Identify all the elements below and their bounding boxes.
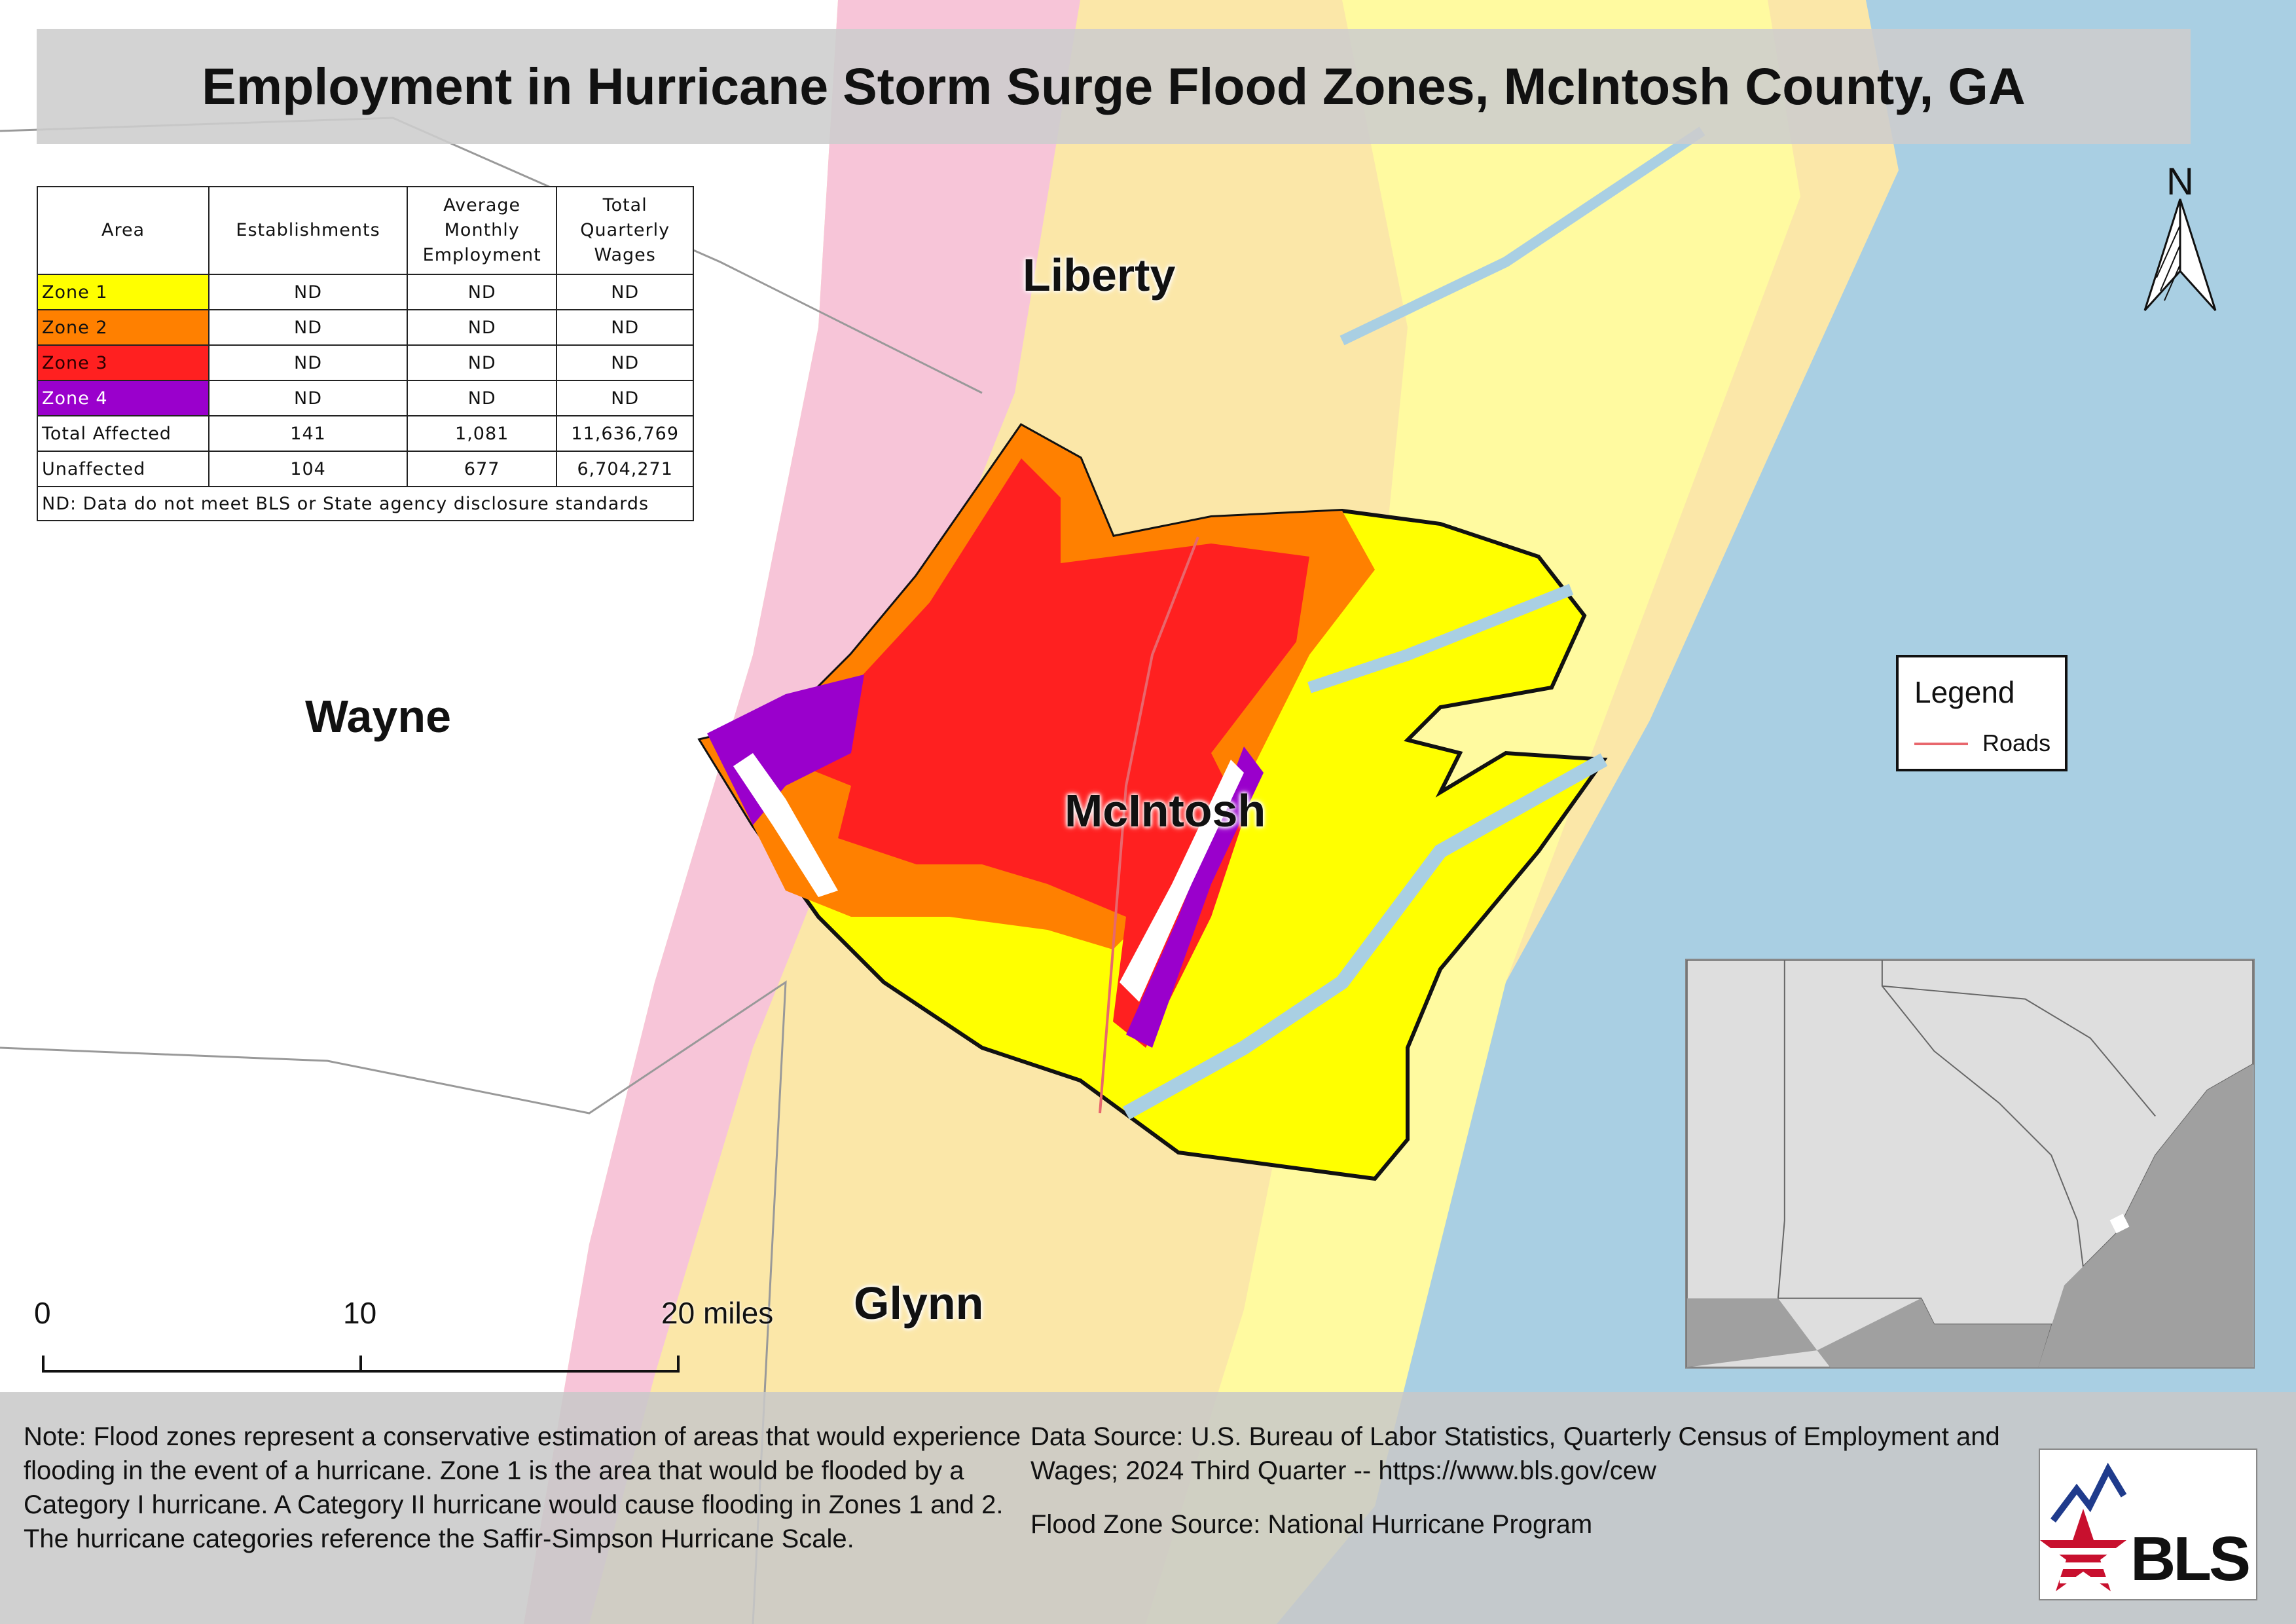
- data-source: Data Source: U.S. Bureau of Labor Statis…: [1030, 1422, 2000, 1485]
- area-cell: Zone 4: [36, 380, 210, 416]
- county-label-liberty: Liberty: [1023, 249, 1176, 301]
- road: [1099, 536, 1199, 1114]
- establishments-cell: ND: [208, 309, 408, 346]
- employment-cell: ND: [406, 309, 558, 346]
- employment-cell: ND: [406, 274, 558, 310]
- area-cell: Zone 3: [36, 344, 210, 381]
- flood-zone-source: Flood Zone Source: National Hurricane Pr…: [1030, 1510, 1593, 1539]
- map-title: Employment in Hurricane Storm Surge Floo…: [202, 57, 2026, 115]
- locator-inset-map: [1685, 959, 2255, 1369]
- table-row-zone4: Zone 4 ND ND ND: [36, 380, 694, 416]
- table-header-row: Area Establishments Average Monthly Empl…: [36, 186, 694, 275]
- scale-bar: [42, 1356, 680, 1373]
- north-arrow-icon: [2143, 198, 2217, 312]
- header-area: Area: [36, 186, 210, 275]
- header-wages: Total Quarterly Wages: [556, 186, 694, 275]
- methodology-note: Note: Flood zones represent a conservati…: [24, 1422, 1021, 1553]
- wages-cell: 11,636,769: [556, 415, 694, 452]
- employment-cell: ND: [406, 344, 558, 381]
- area-cell: Unaffected: [36, 451, 210, 487]
- footer-panel: [0, 1392, 2296, 1624]
- county-label-wayne: Wayne: [305, 691, 452, 742]
- table-row-unaffected: Unaffected 104 677 6,704,271: [36, 451, 694, 487]
- area-cell: Zone 1: [36, 274, 210, 310]
- table-footnote: ND: Data do not meet BLS or State agency…: [37, 486, 694, 521]
- employment-table: Area Establishments Average Monthly Empl…: [36, 186, 694, 521]
- employment-cell: ND: [406, 380, 558, 416]
- bls-logo-text: BLS: [2130, 1524, 2251, 1594]
- county-boundary: [0, 980, 787, 1624]
- table-row-zone1: Zone 1 ND ND ND: [36, 274, 694, 310]
- employment-cell: 677: [406, 451, 558, 487]
- mcintosh-upland: [1120, 760, 1244, 1002]
- county-label-glynn: Glynn: [854, 1278, 984, 1329]
- table-row-total-affected: Total Affected 141 1,081 11,636,769: [36, 415, 694, 452]
- bls-logo: BLS: [2039, 1449, 2257, 1600]
- header-establishments: Establishments: [208, 186, 408, 275]
- area-cell: Total Affected: [36, 415, 210, 452]
- establishments-cell: 104: [208, 451, 408, 487]
- wages-cell: 6,704,271: [556, 451, 694, 487]
- river: [1339, 126, 1705, 346]
- roads-swatch: [1914, 743, 1968, 745]
- legend-title: Legend: [1914, 675, 2015, 709]
- river: [1307, 583, 1574, 693]
- north-label: N: [2166, 160, 2194, 203]
- legend-roads-label: Roads: [1982, 729, 2051, 756]
- wages-cell: ND: [556, 380, 694, 416]
- establishments-cell: ND: [208, 380, 408, 416]
- establishments-cell: ND: [208, 344, 408, 381]
- header-employment: Average Monthly Employment: [406, 186, 558, 275]
- table-footnote-row: ND: Data do not meet BLS or State agency…: [37, 486, 694, 521]
- area-cell: Zone 2: [36, 309, 210, 346]
- employment-cell: 1,081: [406, 415, 558, 452]
- wages-cell: ND: [556, 344, 694, 381]
- scale-tick-0: 0: [34, 1296, 51, 1330]
- river: [1122, 753, 1608, 1120]
- table-row-zone2: Zone 2 ND ND ND: [36, 309, 694, 346]
- mcintosh-zone4: [707, 674, 864, 825]
- establishments-cell: ND: [208, 274, 408, 310]
- establishments-cell: 141: [208, 415, 408, 452]
- scale-tick-20: 20 miles: [661, 1296, 774, 1330]
- mcintosh-locator-marker: [2109, 1213, 2130, 1234]
- mcintosh-upland: [733, 753, 838, 897]
- scale-tick-10: 10: [343, 1296, 377, 1330]
- county-label-mcintosh: McIntosh: [1065, 785, 1266, 836]
- wages-cell: ND: [556, 309, 694, 346]
- table-row-zone3: Zone 3 ND ND ND: [36, 344, 694, 381]
- mcintosh-zone4: [1126, 747, 1264, 1048]
- map-legend: Legend Roads: [1896, 655, 2068, 771]
- bls-star-icon: [2040, 1462, 2127, 1591]
- wages-cell: ND: [556, 274, 694, 310]
- title-bar: Employment in Hurricane Storm Surge Floo…: [37, 29, 2191, 144]
